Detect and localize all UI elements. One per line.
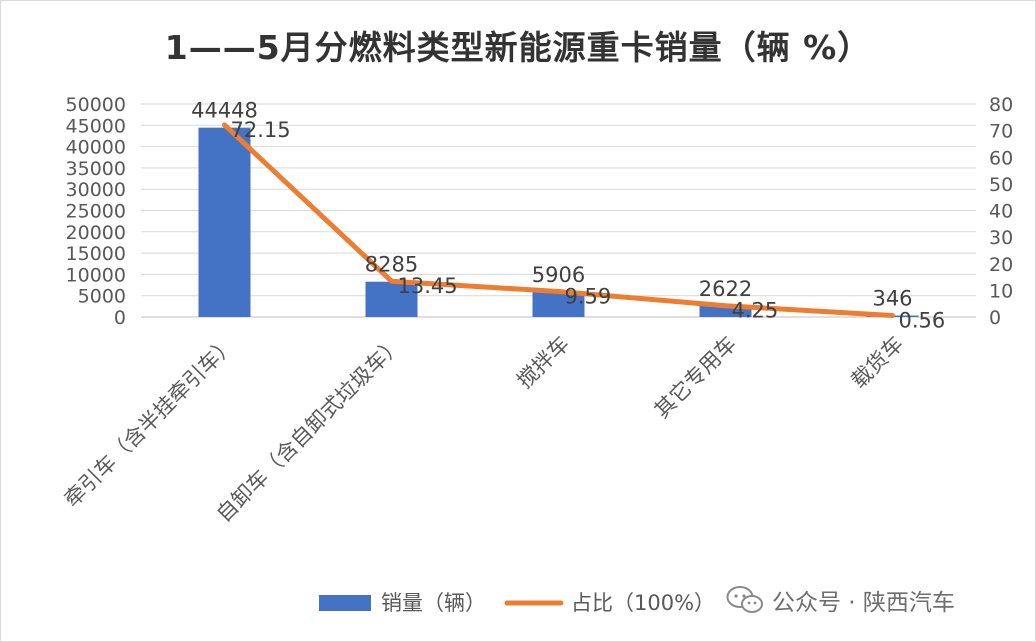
y-left-tick-label: 25000 <box>66 201 126 223</box>
chart-title: 1——5月分燃料类型新能源重卡销量（辆 %） <box>164 28 872 67</box>
watermark: 公众号 · 陕西汽车 <box>726 583 955 617</box>
wechat-icon <box>726 586 763 613</box>
bar-data-label: 2622 <box>699 277 752 301</box>
share-line <box>222 122 895 318</box>
category-label: 搅拌车 <box>513 332 575 394</box>
y-left-tick-label: 35000 <box>66 158 126 180</box>
y-right-tick-label: 0 <box>989 307 1001 329</box>
bar <box>532 291 585 317</box>
y-left-tick-label: 50000 <box>66 94 126 116</box>
y-right-tick-label: 60 <box>989 147 1013 169</box>
legend-swatch-bar <box>319 595 371 611</box>
legend-label-line: 占比（100%） <box>571 591 715 615</box>
line-data-label: 72.15 <box>231 118 291 142</box>
bar <box>699 305 752 317</box>
category-label: 其它专用车 <box>650 332 741 423</box>
y-left-tick-label: 5000 <box>78 286 126 308</box>
bar-data-label: 44448 <box>191 99 258 123</box>
line-data-label: 4.25 <box>732 299 779 323</box>
category-label: 自卸车（含自卸式垃圾车） <box>212 332 407 527</box>
y-right-tick-label: 80 <box>989 94 1013 116</box>
category-label: 载货车 <box>847 332 909 394</box>
y-right-tick-label: 30 <box>989 227 1013 249</box>
y-left-tick-label: 0 <box>114 307 126 329</box>
y-left-tick-label: 40000 <box>66 137 126 159</box>
y-left-tick-label: 45000 <box>66 115 126 137</box>
bar <box>365 281 418 317</box>
y-left-tick-label: 30000 <box>66 179 126 201</box>
legend-label-bar: 销量（辆） <box>381 591 486 615</box>
bar <box>198 127 251 317</box>
bar-data-label: 8285 <box>365 253 418 277</box>
line-data-label: 0.56 <box>899 309 946 333</box>
watermark-text: 公众号 · 陕西汽车 <box>772 590 955 616</box>
y-left-tick-label: 10000 <box>66 264 126 286</box>
y-left-tick-label: 15000 <box>66 243 126 265</box>
y-right-tick-label: 50 <box>989 174 1013 196</box>
y-right-tick-label: 20 <box>989 254 1013 276</box>
line-data-label: 13.45 <box>398 274 458 298</box>
category-label: 牵引车（含半挂牵引车） <box>60 332 240 512</box>
y-right-tick-label: 40 <box>989 201 1013 223</box>
bar-data-label: 5906 <box>532 263 585 287</box>
line-data-label: 9.59 <box>565 284 612 308</box>
y-right-tick-label: 70 <box>989 121 1013 143</box>
y-left-tick-label: 20000 <box>66 222 126 244</box>
y-right-tick-label: 10 <box>989 280 1013 302</box>
bar-data-label: 346 <box>872 287 912 311</box>
